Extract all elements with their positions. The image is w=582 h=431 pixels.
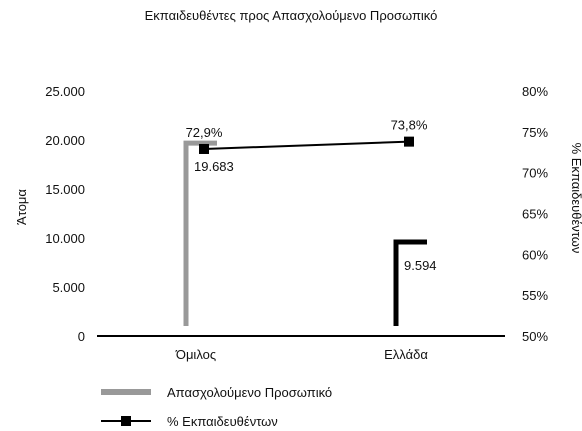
y-left-tick-label: 10.000 bbox=[45, 231, 85, 246]
y-right-tick-label: 50% bbox=[522, 329, 548, 344]
y-left-tick-label: 25.000 bbox=[45, 84, 85, 99]
percent-line bbox=[203, 140, 410, 150]
line-marker-0 bbox=[199, 143, 209, 154]
legend-label: Απασχολούμενο Προσωπικό bbox=[167, 385, 332, 400]
bar-value-label: 9.594 bbox=[404, 258, 437, 273]
y-axis-right-ticks: 50% 55% 60% 65% 70% 75% 80% bbox=[522, 84, 548, 344]
y-left-tick-label: 15.000 bbox=[45, 182, 85, 197]
y-left-tick-label: 0 bbox=[78, 329, 85, 344]
line-marker-1 bbox=[404, 136, 414, 147]
bar-series bbox=[183, 140, 427, 326]
line-value-label: 72,9% bbox=[186, 125, 223, 140]
bar-0 bbox=[183, 140, 217, 326]
y-right-tick-label: 65% bbox=[522, 207, 548, 222]
category-label: Ελλάδα bbox=[384, 347, 428, 362]
y-axis-left-label: Άτομα bbox=[14, 189, 29, 225]
x-axis-categories: Όμιλος Ελλάδα bbox=[175, 347, 428, 362]
line-series bbox=[199, 136, 414, 154]
legend-marker bbox=[121, 416, 131, 426]
chart-title: Εκπαιδευθέντες προς Απασχολούμενο Προσωπ… bbox=[145, 8, 438, 23]
y-left-tick-label: 5.000 bbox=[52, 280, 85, 295]
bar-value-label: 19.683 bbox=[194, 159, 234, 174]
y-right-tick-label: 60% bbox=[522, 247, 548, 262]
y-left-tick-label: 20.000 bbox=[45, 133, 85, 148]
category-label: Όμιλος bbox=[175, 347, 216, 362]
y-right-tick-label: 80% bbox=[522, 84, 548, 99]
data-labels: 19.683 9.594 72,9% 73,8% bbox=[186, 118, 437, 273]
y-axis-left-ticks: 0 5.000 10.000 15.000 20.000 25.000 bbox=[45, 84, 85, 344]
legend: Απασχολούμενο Προσωπικό % Εκπαιδευθέντων bbox=[101, 385, 332, 429]
y-right-tick-label: 70% bbox=[522, 166, 548, 181]
y-axis-right-label: % Εκπαιδευθέντων bbox=[569, 143, 582, 254]
legend-label: % Εκπαιδευθέντων bbox=[167, 414, 278, 429]
line-value-label: 73,8% bbox=[391, 118, 428, 133]
y-right-tick-label: 55% bbox=[522, 288, 548, 303]
bar-1 bbox=[393, 239, 427, 326]
y-right-tick-label: 75% bbox=[522, 125, 548, 140]
